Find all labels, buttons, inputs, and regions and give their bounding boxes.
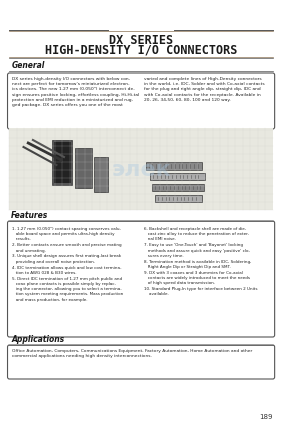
Text: 189: 189 xyxy=(259,414,273,420)
Text: 1. 1.27 mm (0.050") contact spacing conserves valu-
   able board space and perm: 1. 1.27 mm (0.050") contact spacing cons… xyxy=(12,227,121,241)
Text: 2. Better contacts ensure smooth and precise mating
   and unmating.: 2. Better contacts ensure smooth and pre… xyxy=(12,243,122,252)
Text: Features: Features xyxy=(11,210,49,219)
Bar xyxy=(146,162,202,170)
Text: Applications: Applications xyxy=(11,334,64,343)
Text: 5. Direct IDC termination of 1.27 mm pitch public and
   coax plane contacts is : 5. Direct IDC termination of 1.27 mm pit… xyxy=(12,277,124,302)
FancyBboxPatch shape xyxy=(8,73,275,129)
Text: General: General xyxy=(11,60,45,70)
Text: элек: элек xyxy=(111,160,171,180)
Text: 7. Easy to use 'One-Touch' and 'Bayonet' locking
   methods and assure quick and: 7. Easy to use 'One-Touch' and 'Bayonet'… xyxy=(144,243,250,258)
Bar xyxy=(52,140,72,185)
Bar xyxy=(94,157,108,192)
Bar xyxy=(9,128,273,210)
Bar xyxy=(75,148,92,188)
Bar xyxy=(152,184,204,191)
Bar xyxy=(151,173,205,180)
Text: 10. Standard Plug-In type for interface between 2 Units
    available.: 10. Standard Plug-In type for interface … xyxy=(144,287,257,296)
Text: 4. IDC termination allows quick and low cost termina-
   tion to AWG 028 & B30 w: 4. IDC termination allows quick and low … xyxy=(12,266,122,275)
FancyBboxPatch shape xyxy=(8,345,275,379)
Bar xyxy=(155,195,202,202)
FancyBboxPatch shape xyxy=(8,221,275,337)
Text: DX series high-density I/O connectors with below con-
nect are perfect for tomor: DX series high-density I/O connectors wi… xyxy=(12,77,140,107)
Text: 6. Backshell and receptacle shell are made of die-
   cast zinc alloy to reduce : 6. Backshell and receptacle shell are ma… xyxy=(144,227,249,241)
Bar xyxy=(54,142,70,183)
Text: 3. Unique shell design assures first mating-last break
   providing and overall : 3. Unique shell design assures first mat… xyxy=(12,255,122,264)
Text: DX SERIES: DX SERIES xyxy=(109,34,173,46)
Text: HIGH-DENSITY I/O CONNECTORS: HIGH-DENSITY I/O CONNECTORS xyxy=(45,43,237,57)
Text: 9. DX with 3 coaxes and 3 dummies for Co-axial
   contacts are widely introduced: 9. DX with 3 coaxes and 3 dummies for Co… xyxy=(144,271,250,285)
Text: varied and complete lines of High-Density connectors
in the world, i.e. IDC, Sol: varied and complete lines of High-Densit… xyxy=(144,77,265,102)
Text: 8. Termination method is available in IDC, Soldering,
   Right Angle Dip or Stra: 8. Termination method is available in ID… xyxy=(144,260,251,269)
Text: Office Automation, Computers, Communications Equipment, Factory Automation, Home: Office Automation, Computers, Communicat… xyxy=(12,349,253,358)
